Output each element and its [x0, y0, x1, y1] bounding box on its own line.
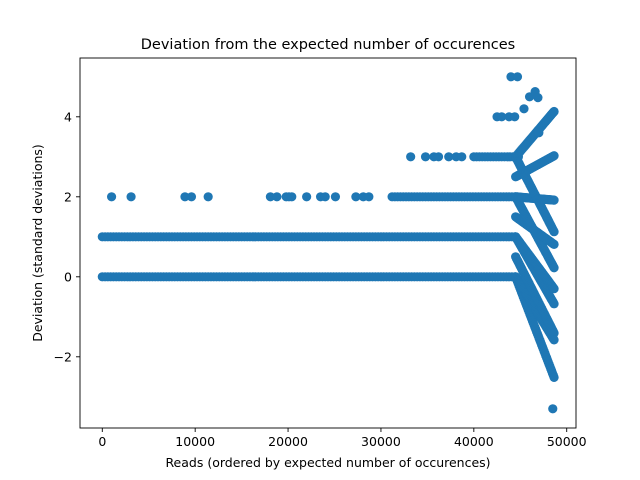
data-point: [420, 152, 431, 162]
data-point: [549, 239, 559, 249]
data-point: [549, 284, 559, 294]
data-point: [533, 93, 543, 103]
chart-title: Deviation from the expected number of oc…: [141, 37, 515, 53]
data-point: [203, 192, 213, 202]
data-point: [444, 152, 454, 162]
y-axis-label: Deviation (standard deviations): [30, 144, 45, 342]
x-tick-label: 30000: [361, 434, 401, 449]
data-point: [302, 192, 312, 202]
y-tick-label: 2: [64, 189, 72, 204]
x-tick-label: 0: [98, 434, 106, 449]
data-point: [406, 152, 416, 162]
data-point: [519, 104, 529, 114]
data-point: [512, 72, 523, 82]
data-point: [180, 192, 190, 202]
data-point: [364, 192, 374, 202]
data-points: [97, 72, 559, 414]
data-point: [548, 404, 558, 414]
data-point: [549, 372, 559, 382]
data-point: [549, 263, 559, 273]
data-point: [126, 192, 136, 202]
data-point: [549, 106, 559, 117]
x-tick-label: 10000: [175, 434, 215, 449]
x-tick-label: 50000: [547, 434, 587, 449]
data-point: [351, 192, 361, 202]
x-tick-label: 40000: [454, 434, 494, 449]
x-axis-ticks: 0 10000 20000 30000 40000 50000: [98, 428, 587, 449]
data-point: [549, 151, 559, 161]
data-point: [549, 227, 559, 237]
data-point: [549, 328, 559, 338]
x-tick-label: 20000: [268, 434, 308, 449]
data-point: [549, 195, 559, 205]
data-point: [330, 192, 341, 202]
data-point: [549, 335, 559, 345]
data-point: [497, 112, 507, 122]
data-point: [287, 192, 297, 202]
data-point: [510, 112, 520, 122]
data-point: [186, 192, 197, 202]
data-point: [506, 72, 516, 82]
data-point: [457, 152, 467, 162]
data-point: [265, 192, 276, 202]
data-point: [534, 128, 544, 138]
data-point: [433, 152, 444, 162]
data-point: [272, 192, 282, 202]
y-tick-label: 0: [64, 269, 72, 284]
data-point: [106, 192, 117, 202]
data-point: [320, 192, 330, 202]
y-tick-label: 4: [64, 109, 72, 124]
y-tick-label: −2: [54, 349, 72, 364]
x-axis-label: Reads (ordered by expected number of occ…: [165, 455, 490, 470]
plot-frame: [79, 57, 577, 429]
y-axis-ticks: −2 0 2 4: [54, 109, 80, 364]
data-point: [549, 299, 559, 309]
